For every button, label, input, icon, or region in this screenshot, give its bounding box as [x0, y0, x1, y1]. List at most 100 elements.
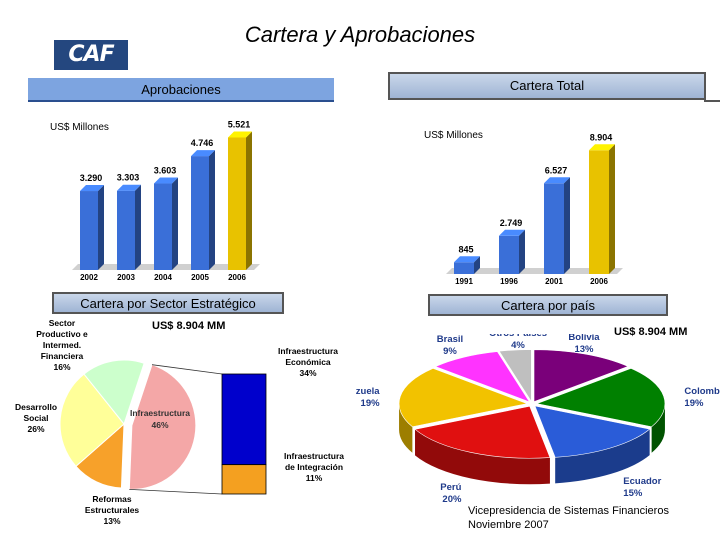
- label-social: Desarrollo Social 26%: [15, 402, 57, 434]
- tick-label: 1996: [500, 277, 518, 286]
- footer-line-1: Vicepresidencia de Sistemas Financieros: [468, 505, 669, 517]
- cartera-units: US$ Millones: [424, 130, 483, 141]
- label-0: Bolivia 13%: [568, 334, 600, 355]
- bar-top: [499, 229, 525, 236]
- footer: Vicepresidencia de Sistemas Financieros …: [468, 504, 669, 532]
- breakdown-segment-0: [221, 373, 267, 466]
- bar-top: [154, 177, 178, 184]
- slice-2: [534, 405, 651, 458]
- bar-2003: [117, 184, 141, 270]
- bar-2005: [191, 150, 215, 270]
- slice-5: [434, 351, 531, 403]
- slice-2: [59, 373, 125, 468]
- chart-floor: [446, 268, 623, 274]
- value-label: 3.603: [154, 166, 177, 176]
- value-label: 3.290: [80, 173, 103, 183]
- aprobaciones-title: Aprobaciones: [141, 82, 221, 97]
- slice-side-3: [415, 429, 550, 485]
- bar-2004: [154, 177, 178, 270]
- cartera-total-title: Cartera Total: [509, 78, 585, 93]
- bar-side: [98, 185, 104, 270]
- label-6: Otros Países4%: [489, 334, 547, 351]
- bar-front: [80, 191, 98, 270]
- tick-label: 2005: [191, 273, 209, 282]
- value-label: 4.746: [191, 138, 214, 148]
- bar-front: [544, 183, 564, 274]
- label-1: Colombia19%: [684, 386, 720, 409]
- bar-top: [454, 256, 480, 263]
- connector-bottom: [129, 488, 223, 495]
- bar-top: [228, 131, 252, 138]
- bar-side: [172, 177, 178, 270]
- breakdown-segment-1: [221, 464, 267, 495]
- tick-label: 2006: [228, 273, 246, 282]
- bar-1991: [454, 256, 480, 274]
- bar-top: [544, 177, 570, 184]
- bar-front: [454, 262, 474, 274]
- cartera-total-chart: 845 1991 2.749 1996 6.527 2001 8.904 2006: [446, 132, 623, 286]
- bar-side: [135, 184, 141, 270]
- page-title: Cartera y Aprobaciones: [244, 22, 476, 47]
- tick-label: 2003: [117, 273, 135, 282]
- caf-logo: CAF: [52, 36, 132, 76]
- tick-label: 2004: [154, 273, 172, 282]
- label-2: Ecuador 15%: [623, 476, 661, 499]
- label-4: Venezuela19%: [356, 386, 380, 409]
- bar-front: [154, 183, 172, 270]
- bar-side: [609, 144, 615, 274]
- slice-3: [414, 405, 551, 459]
- aprobaciones-chart: 3.290 2002 3.303 2003 3.603 2004 4.746 2005 5.52…: [72, 119, 260, 282]
- caf-logo-text: CAF: [54, 40, 128, 70]
- label-productivo: Sector Productivo e Intermed. Financiera 16%: [36, 318, 88, 372]
- bar-side: [474, 256, 480, 274]
- bar-top: [191, 150, 215, 157]
- tick-label: 2001: [545, 277, 563, 286]
- value-label: 2.749: [500, 218, 523, 228]
- pais-total: US$ 8.904 MM: [614, 326, 688, 338]
- slice-0: [128, 364, 197, 490]
- footer-line-2: Noviembre 2007: [468, 519, 549, 531]
- bar-top: [117, 184, 141, 191]
- bar-1996: [499, 229, 525, 274]
- label-economica: Infraestructura Económica 34%: [278, 346, 338, 378]
- slice-3: [83, 359, 145, 426]
- slice-0: [533, 349, 629, 403]
- label-reformas: Reformas Estructurales 13%: [85, 494, 140, 526]
- cartera-total-header: Cartera Total: [388, 72, 706, 100]
- label-3: Perú 20%: [440, 482, 462, 504]
- bar-side: [564, 177, 570, 274]
- value-label: 6.527: [545, 165, 568, 175]
- label-infra: Infraestructura 46%: [130, 408, 190, 430]
- label-integracion: Infraestructura de Integración 11%: [284, 451, 344, 483]
- bar-2006: [228, 131, 252, 270]
- slice-1: [535, 368, 666, 428]
- bar-front: [191, 156, 209, 270]
- connector-top: [151, 364, 223, 375]
- bar-side: [209, 150, 215, 270]
- value-label: 5.521: [228, 119, 251, 129]
- slice-6: [498, 349, 532, 403]
- bar-2002: [80, 185, 104, 270]
- bar-2006: [589, 144, 615, 274]
- pais-header: Cartera por país: [428, 294, 668, 316]
- bar-2001: [544, 177, 570, 274]
- aprobaciones-units: US$ Millones: [50, 122, 109, 133]
- bar-front: [589, 150, 609, 274]
- sector-total: US$ 8.904 MM: [152, 320, 226, 332]
- bar-top: [589, 144, 615, 151]
- bar-front: [499, 235, 519, 274]
- sector-title: Cartera por Sector Estratégico: [80, 296, 256, 311]
- slice-4: [398, 368, 529, 428]
- aprobaciones-header: Aprobaciones: [28, 78, 334, 102]
- bar-front: [228, 137, 246, 270]
- sector-header: Cartera por Sector Estratégico: [52, 292, 284, 314]
- value-label: 8.904: [590, 132, 613, 142]
- tick-label: 2002: [80, 273, 98, 282]
- bar-front: [117, 190, 135, 270]
- pais-title: Cartera por país: [501, 298, 595, 313]
- label-5: Brasil 9%: [437, 334, 463, 357]
- bar-side: [519, 229, 525, 274]
- bar-top: [80, 185, 104, 192]
- tick-label: 1991: [455, 277, 473, 286]
